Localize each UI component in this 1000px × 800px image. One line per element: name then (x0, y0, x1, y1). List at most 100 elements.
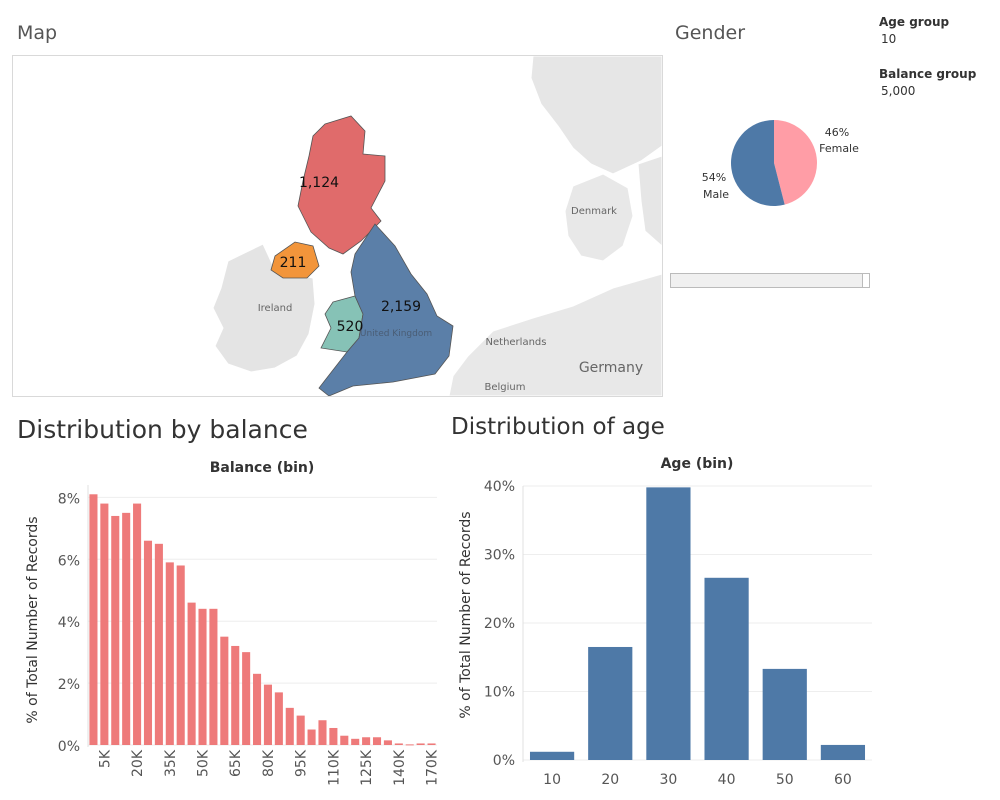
uk-map[interactable]: 1,124 211 520 2,159 Denmark Ireland Unit… (13, 56, 662, 396)
region-label-scotland: 1,124 (299, 175, 339, 191)
balance-group-value[interactable]: 5,000 (881, 84, 916, 98)
balance-x-tick: 65K (228, 749, 244, 777)
age-y-tick: 30% (484, 548, 515, 564)
balance-axis-title: Balance (bin) (210, 460, 315, 476)
age-bar[interactable] (646, 487, 691, 760)
region-england[interactable] (318, 223, 454, 396)
age-x-tick: 20 (601, 772, 619, 788)
age-y-tick: 20% (484, 616, 515, 632)
balance-x-tick: 35K (163, 749, 179, 777)
place-label-germany: Germany (579, 360, 643, 376)
pie-label-male-pct: 54% (702, 171, 726, 184)
balance-bar[interactable] (143, 540, 153, 745)
balance-bar[interactable] (209, 608, 218, 745)
age-bar[interactable] (588, 646, 633, 760)
pie-label-male: Male (703, 188, 729, 201)
norway-landmass (530, 56, 662, 175)
map-title: Map (17, 22, 58, 44)
balance-bar[interactable] (394, 743, 403, 745)
region-scotland[interactable] (297, 115, 386, 255)
balance-bar[interactable] (242, 652, 251, 745)
gender-pie-chart[interactable]: 46% Female 54% Male (690, 100, 870, 220)
pie-label-female-pct: 46% (825, 126, 849, 139)
balance-bar[interactable] (285, 707, 294, 745)
balance-bar[interactable] (231, 645, 240, 745)
balance-bar[interactable] (416, 743, 425, 745)
balance-bar[interactable] (372, 737, 382, 745)
region-label-northern-ireland: 211 (280, 255, 307, 271)
balance-bar[interactable] (351, 738, 360, 745)
balance-x-tick: 125K (359, 749, 375, 786)
balance-bar[interactable] (111, 515, 120, 745)
balance-y-axis-label: % of Total Number of Records (25, 516, 41, 723)
balance-bar[interactable] (329, 727, 338, 745)
pie-label-female: Female (819, 142, 859, 155)
balance-group-label: Balance group (879, 67, 977, 81)
age-bar[interactable] (762, 668, 807, 760)
balance-bar[interactable] (362, 737, 371, 745)
pie-slice-male[interactable] (731, 120, 785, 206)
age-y-tick: 0% (493, 753, 515, 769)
balance-bar-chart[interactable]: Balance (bin) % of Total Number of Record… (0, 450, 445, 800)
age-y-axis-label: % of Total Number of Records (458, 511, 474, 718)
balance-y-tick: 2% (58, 677, 80, 693)
balance-chart-heading: Distribution by balance (17, 415, 308, 444)
age-x-tick: 30 (660, 772, 678, 788)
age-bar-chart[interactable]: Age (bin) % of Total Number of Records 0% 1… (445, 450, 885, 800)
balance-x-tick: 5K (97, 749, 113, 768)
age-x-tick: 50 (776, 772, 794, 788)
europe-landmass (448, 273, 662, 396)
balance-bar[interactable] (318, 720, 327, 745)
balance-bar[interactable] (133, 503, 142, 745)
balance-bar[interactable] (296, 715, 305, 745)
balance-bar[interactable] (176, 565, 185, 745)
age-bar[interactable] (529, 751, 575, 760)
balance-bar[interactable] (263, 684, 272, 745)
balance-bar[interactable] (307, 729, 316, 745)
age-x-tick: 10 (543, 772, 561, 788)
balance-bar[interactable] (122, 512, 131, 745)
age-group-label: Age group (879, 15, 950, 29)
scrollbar-thumb[interactable] (862, 274, 869, 287)
balance-x-tick: 170K (425, 749, 441, 786)
balance-y-tick: 0% (58, 739, 80, 755)
balance-bar[interactable] (100, 503, 109, 745)
age-x-tick: 60 (834, 772, 852, 788)
map-panel[interactable]: 1,124 211 520 2,159 Denmark Ireland Unit… (12, 55, 663, 397)
horizontal-scrollbar[interactable] (670, 273, 870, 288)
age-bar[interactable] (704, 577, 749, 760)
balance-bar[interactable] (274, 692, 283, 745)
region-northern-ireland[interactable] (270, 241, 320, 279)
balance-y-tick: 6% (58, 553, 80, 569)
balance-bar[interactable] (154, 543, 163, 745)
age-axis-title: Age (bin) (661, 456, 734, 472)
place-label-ireland: Ireland (258, 303, 293, 314)
age-group-value[interactable]: 10 (881, 32, 897, 46)
balance-x-tick: 110K (326, 749, 342, 786)
balance-x-tick: 80K (261, 749, 277, 777)
balance-x-tick: 140K (392, 749, 408, 786)
balance-bar[interactable] (405, 744, 414, 746)
region-label-england: 2,159 (381, 299, 421, 315)
place-label-belgium: Belgium (485, 382, 526, 393)
balance-x-tick: 95K (294, 749, 310, 777)
balance-bar[interactable] (187, 602, 196, 745)
pie-slice-female[interactable] (774, 120, 817, 205)
balance-y-tick: 8% (58, 491, 80, 507)
age-chart-heading: Distribution of age (451, 414, 665, 440)
balance-bar[interactable] (165, 562, 174, 745)
balance-bar[interactable] (383, 740, 392, 745)
denmark-landmass (564, 173, 634, 262)
balance-bar[interactable] (427, 743, 436, 745)
place-label-netherlands: Netherlands (486, 337, 547, 348)
balance-x-tick: 50K (196, 749, 212, 777)
balance-bar[interactable] (340, 735, 349, 745)
balance-bar[interactable] (198, 608, 207, 745)
place-label-denmark: Denmark (571, 206, 617, 217)
balance-bar[interactable] (89, 494, 98, 745)
balance-bar[interactable] (253, 673, 262, 745)
balance-x-tick: 20K (130, 749, 146, 777)
age-bar[interactable] (820, 744, 866, 760)
balance-bar[interactable] (220, 636, 229, 745)
age-x-tick: 40 (718, 772, 736, 788)
